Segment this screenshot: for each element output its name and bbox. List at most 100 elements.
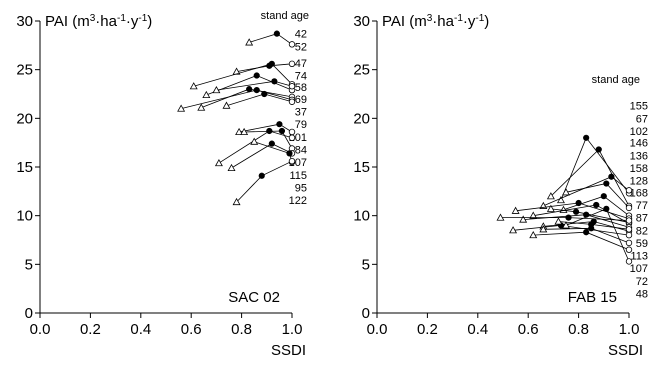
- series-line: [181, 89, 293, 109]
- data-point-filled: [593, 201, 600, 209]
- series: [240, 127, 296, 152]
- data-point-triangle: [232, 197, 241, 206]
- y-tick-label: 15: [16, 159, 33, 176]
- data-point-triangle: [556, 195, 565, 204]
- stand-age-label: 72: [636, 276, 648, 288]
- data-point-open: [288, 128, 296, 136]
- series-line: [226, 93, 293, 107]
- y-tick-label: 5: [362, 256, 370, 273]
- series-line: [218, 130, 293, 164]
- series: [212, 78, 296, 94]
- stand-age-label: 102: [630, 126, 648, 138]
- data-point-filled: [258, 172, 265, 179]
- data-point-triangle: [227, 163, 236, 172]
- stand-age-label: 87: [636, 213, 648, 225]
- data-point-triangle: [509, 226, 518, 234]
- data-point-open: [288, 157, 296, 165]
- stand-age-label: 128: [630, 176, 648, 188]
- series: [539, 173, 633, 209]
- series: [177, 87, 296, 112]
- stand-age-label: 59: [636, 238, 648, 250]
- stand-age-label: 155: [630, 101, 648, 113]
- stand-age-label: 95: [295, 182, 307, 194]
- data-point-filled: [583, 134, 590, 141]
- data-point-open: [625, 226, 633, 233]
- data-point-filled: [268, 140, 275, 147]
- series: [197, 86, 296, 111]
- data-point-filled: [603, 180, 610, 187]
- data-point-triangle: [496, 213, 505, 221]
- y-tick-label: 0: [25, 305, 33, 322]
- data-point-open: [288, 41, 296, 48]
- data-point-triangle: [529, 211, 538, 219]
- y-tick-label: 0: [362, 305, 370, 322]
- data-point-filled: [271, 78, 278, 85]
- y-tick-label: 25: [353, 62, 370, 79]
- data-point-open: [625, 231, 633, 239]
- stand-age-label: 52: [295, 41, 307, 53]
- stand-age-label: 69: [295, 94, 307, 106]
- series-line: [565, 208, 630, 262]
- series: [496, 213, 633, 224]
- y-tick-label: 5: [25, 256, 33, 273]
- panel-fab15: 0 5 10 15 20 25 30 0.0 0.2 0.4 0.6 0.8 1.0 PAI (m3·ha…: [353, 13, 648, 360]
- y-tick-label: 30: [16, 13, 33, 30]
- data-point-open: [625, 187, 633, 194]
- x-tick-label: 0.6: [181, 321, 202, 338]
- stand-age-label: 42: [295, 29, 307, 41]
- stand-age-label: 168: [630, 187, 648, 199]
- data-point-triangle: [546, 204, 555, 212]
- data-point-filled: [595, 146, 602, 153]
- y-tick-label: 25: [16, 62, 33, 79]
- data-point-triangle: [529, 231, 538, 239]
- series: [227, 140, 296, 172]
- data-point-filled: [600, 193, 607, 200]
- y-axis-title: PAI (m3·ha-1·y-1): [45, 13, 152, 31]
- stand-age-label: 37: [295, 107, 307, 119]
- panel-sac02: 0 5 10 15 20 25 30 0.0 0.2 0.4 0.6 0.8 1.0 PAI (m3·ha…: [16, 10, 309, 359]
- data-point-triangle: [202, 90, 211, 99]
- stand-age-label: 58: [295, 82, 307, 94]
- x-tick-label: 0.4: [467, 321, 488, 338]
- data-point-triangle: [235, 127, 244, 136]
- series-line: [193, 63, 293, 87]
- stand-age-label: 136: [630, 150, 648, 162]
- data-point-filled: [575, 199, 582, 207]
- x-tick-label: 0.0: [30, 321, 51, 338]
- data-point-open: [288, 83, 296, 90]
- series: [245, 30, 296, 48]
- data-point-open: [288, 98, 296, 105]
- data-point-open: [625, 258, 633, 265]
- data-point-triangle: [212, 85, 221, 94]
- data-point-open: [625, 204, 633, 212]
- data-point-filled: [276, 121, 283, 128]
- series-line: [533, 231, 630, 251]
- x-tick-label: 1.0: [282, 321, 303, 338]
- stand-age-label: 47: [295, 58, 307, 70]
- data-point-triangle: [562, 188, 570, 196]
- data-point-triangle: [554, 217, 563, 225]
- stand-age-label: 74: [295, 71, 307, 83]
- x-tick-label: 0.2: [80, 321, 101, 338]
- stand-age-label: 84: [295, 144, 307, 156]
- series: [222, 90, 296, 109]
- stand-age-label: 146: [630, 138, 648, 150]
- data-point-open: [288, 60, 296, 68]
- stand-age-label: 158: [630, 163, 648, 175]
- stand-age-label: 79: [295, 119, 307, 131]
- y-tick-label: 10: [16, 208, 33, 225]
- series-line: [231, 143, 293, 169]
- data-point-filled: [588, 221, 595, 228]
- data-point-filled: [583, 229, 590, 236]
- stand-age-label: 77: [636, 200, 648, 212]
- data-point-filled: [608, 173, 615, 180]
- series: [562, 205, 633, 265]
- legend-title: stand age: [261, 10, 309, 22]
- stand-age-label: 67: [636, 113, 648, 125]
- data-point-filled: [253, 87, 260, 94]
- data-point-filled: [278, 127, 286, 135]
- x-tick-label: 0.6: [518, 321, 539, 338]
- series: [529, 229, 633, 253]
- data-point-filled: [253, 72, 260, 79]
- stand-age-label: 115: [289, 170, 307, 182]
